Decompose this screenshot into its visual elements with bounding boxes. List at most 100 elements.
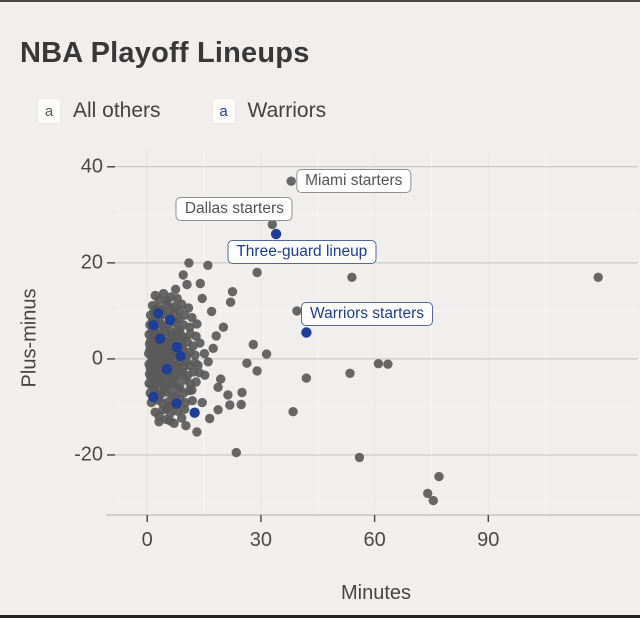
page-title: NBA Playoff Lineups [20, 37, 310, 70]
data-point [177, 413, 187, 423]
data-point [148, 320, 159, 331]
data-point [206, 306, 217, 317]
data-point [225, 297, 236, 307]
data-point [177, 331, 187, 341]
data-point [182, 279, 192, 290]
x-tick-label: 60 [363, 529, 386, 551]
data-point [242, 358, 252, 368]
data-point [292, 306, 302, 316]
data-point [267, 219, 277, 230]
data-point [208, 343, 218, 353]
annotation-label: Dallas starters [175, 196, 293, 221]
data-point [373, 359, 384, 369]
legend-label-warriors: Warriors [247, 99, 327, 122]
data-point [288, 407, 298, 417]
data-point [175, 350, 186, 362]
data-point [211, 331, 221, 341]
data-point [154, 417, 164, 427]
x-axis-title: Minutes [340, 582, 412, 604]
data-point [195, 338, 205, 348]
data-point [187, 396, 197, 406]
data-point [231, 447, 241, 458]
data-point [171, 341, 182, 353]
data-point [428, 495, 438, 506]
legend: a All others a Warriors [38, 99, 326, 123]
data-point [180, 404, 190, 414]
data-point [354, 452, 365, 463]
data-point [190, 350, 200, 360]
y-tick-label: 20 [80, 251, 103, 274]
data-point [236, 399, 246, 410]
x-tick-label: 0 [141, 529, 153, 551]
data-point [200, 370, 210, 380]
legend-key-glyph-warriors: a [212, 99, 235, 123]
data-point [145, 345, 155, 355]
data-point [165, 416, 175, 426]
window-bottom-edge [0, 615, 640, 618]
x-tick-label: 90 [477, 529, 500, 551]
data-point [301, 373, 312, 383]
data-point [227, 287, 238, 297]
data-point [183, 303, 194, 313]
data-point [593, 272, 603, 282]
data-point [154, 295, 164, 305]
legend-key-glyph-others: a [38, 99, 60, 123]
legend-item-all-others: a All others [38, 99, 161, 123]
data-point [203, 260, 213, 270]
data-point [199, 348, 210, 359]
data-point [164, 314, 176, 326]
data-point [192, 427, 202, 437]
data-point [159, 384, 170, 394]
data-point [252, 267, 262, 278]
data-point [154, 333, 166, 344]
data-point [161, 403, 172, 414]
annotation-label: Three-guard lineup [227, 239, 377, 264]
data-point [180, 310, 190, 320]
data-point [189, 407, 200, 418]
x-tick-label: 30 [249, 529, 273, 551]
data-point [270, 228, 282, 240]
data-point [213, 405, 223, 415]
data-point [237, 387, 247, 398]
data-point [216, 374, 226, 384]
annotation-label: Warriors starters [301, 302, 433, 327]
data-point [286, 176, 296, 186]
data-point [178, 270, 188, 280]
y-tick-label: -20 [74, 443, 103, 466]
data-point [225, 400, 235, 410]
data-point [345, 368, 355, 378]
data-point [423, 488, 433, 499]
data-point [223, 390, 233, 400]
data-point [252, 366, 262, 376]
data-point [184, 258, 194, 268]
data-point [181, 421, 191, 431]
data-point [197, 293, 207, 304]
data-point [145, 336, 156, 346]
data-point [170, 284, 181, 294]
data-point [203, 357, 213, 367]
data-point [383, 359, 393, 369]
data-point [191, 377, 201, 387]
data-point [301, 327, 312, 338]
data-point [157, 346, 167, 356]
data-point [161, 363, 173, 375]
legend-label-all-others: All others [73, 99, 161, 122]
data-point [197, 397, 207, 408]
data-point [195, 278, 205, 289]
data-point [148, 391, 159, 403]
data-point [187, 312, 197, 323]
data-point [154, 374, 164, 384]
y-tick-label: 40 [80, 155, 103, 178]
y-tick-label: 0 [91, 347, 103, 370]
data-point [205, 413, 215, 424]
annotation-label: Miami starters [296, 169, 412, 194]
data-point [187, 385, 197, 395]
data-point [261, 349, 272, 359]
data-point [218, 322, 229, 332]
data-point [434, 471, 444, 482]
data-point [248, 339, 258, 350]
data-point [153, 308, 164, 319]
legend-item-warriors: a Warriors [212, 99, 327, 123]
data-point [171, 398, 182, 409]
